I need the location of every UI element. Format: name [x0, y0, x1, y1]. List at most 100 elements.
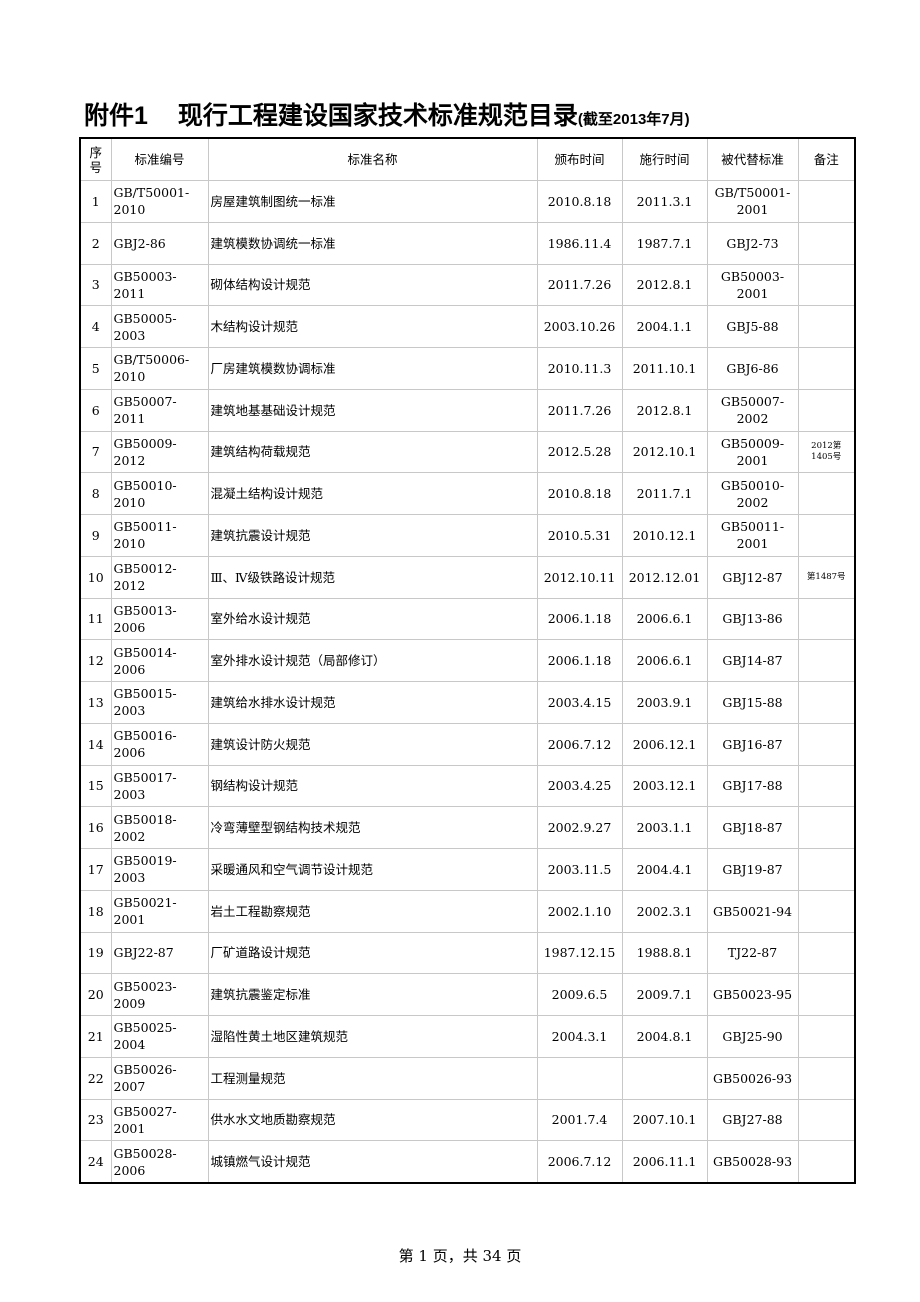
standard-name: 采暖通风和空气调节设计规范 [207, 848, 538, 891]
standard-code: GB50005-2003 [110, 305, 209, 348]
row-number: 8 [79, 472, 112, 515]
standard-code: GB50003-2011 [110, 263, 209, 307]
remark [797, 931, 856, 975]
standard-code: GB50023-2009 [110, 973, 209, 1016]
standard-code: GBJ2-86 [110, 221, 209, 265]
remark [797, 1140, 856, 1184]
issue-date: 2010.5.31 [536, 514, 623, 557]
issue-date: 2006.1.18 [536, 597, 623, 641]
column-header: 序号 [79, 137, 112, 181]
issue-date: 2010.8.18 [536, 180, 623, 223]
effective-date: 2004.8.1 [621, 1015, 708, 1058]
table-row: 5 GB/T50006-2010 厂房建筑模数协调标准 2010.11.3 2011.1… [79, 347, 856, 390]
remark [797, 1015, 856, 1058]
remark [797, 388, 856, 432]
standard-code: GB50019-2003 [110, 848, 209, 891]
standard-name: 厂房建筑模数协调标准 [207, 347, 538, 390]
replaced-standard: GB50021-94 [706, 889, 799, 933]
row-number: 13 [79, 681, 112, 724]
column-header: 备注 [797, 137, 856, 181]
replaced-standard: GBJ5-88 [706, 305, 799, 348]
replaced-standard: GB50003-2001 [706, 263, 799, 307]
effective-date: 2003.12.1 [621, 764, 708, 808]
remark [797, 1056, 856, 1100]
replaced-standard: GB50026-93 [706, 1056, 799, 1100]
effective-date: 1988.8.1 [621, 931, 708, 975]
page-footer: 第 1 页，共 34 页 [398, 1247, 522, 1265]
effective-date: 2009.7.1 [621, 973, 708, 1016]
replaced-standard: GBJ12-87 [706, 555, 799, 599]
remark [797, 263, 856, 307]
remark: 第1487号 [797, 555, 856, 599]
issue-date: 2003.4.15 [536, 681, 623, 724]
remark [797, 764, 856, 808]
standard-code: GB50009-2012 [110, 430, 209, 474]
remark [797, 681, 856, 724]
issue-date: 2002.1.10 [536, 889, 623, 933]
replaced-standard: GBJ19-87 [706, 848, 799, 891]
row-number: 10 [79, 555, 112, 599]
remark [797, 221, 856, 265]
issue-date: 2003.10.26 [536, 305, 623, 348]
standard-name: 建筑模数协调统一标准 [207, 221, 538, 265]
standard-code: GB50011-2010 [110, 514, 209, 557]
issue-date: 2010.8.18 [536, 472, 623, 515]
table-row: 22 GB50026-2007 工程测量规范 GB50026-93 [79, 1056, 856, 1100]
replaced-standard: GBJ6-86 [706, 347, 799, 390]
table-row: 7 GB50009-2012 建筑结构荷载规范 2012.5.28 2012.10.1 G… [79, 430, 856, 474]
table-row: 18 GB50021-2001 岩土工程勘察规范 2002.1.10 2002.3.1 G… [79, 889, 856, 933]
standard-code: GB50025-2004 [110, 1015, 209, 1058]
replaced-standard: GBJ14-87 [706, 639, 799, 682]
issue-date: 2006.7.12 [536, 722, 623, 766]
effective-date: 2006.6.1 [621, 597, 708, 641]
standards-table: 序号 标准编号 标准名称 颁布时间 施行时间 被代替标准 备注 1 GB/T50001-201… [79, 137, 856, 1184]
replaced-standard: GB50028-93 [706, 1140, 799, 1184]
table-header: 序号 标准编号 标准名称 颁布时间 施行时间 被代替标准 备注 [79, 137, 856, 181]
standard-code: GBJ22-87 [110, 931, 209, 975]
table-row: 2 GBJ2-86 建筑模数协调统一标准 1986.11.4 1987.7.1 GBJ2-… [79, 221, 856, 265]
row-number: 11 [79, 597, 112, 641]
table-row: 21 GB50025-2004 湿陷性黄土地区建筑规范 2004.3.1 2004.8.… [79, 1015, 856, 1058]
remark [797, 180, 856, 223]
issue-date: 2006.1.18 [536, 639, 623, 682]
effective-date: 2006.11.1 [621, 1140, 708, 1184]
issue-date: 2002.9.27 [536, 806, 623, 849]
replaced-standard: TJ22-87 [706, 931, 799, 975]
standard-name: 建筑结构荷载规范 [207, 430, 538, 474]
standard-code: GB50007-2011 [110, 388, 209, 432]
standard-code: GB50017-2003 [110, 764, 209, 808]
table-row: 19 GBJ22-87 厂矿道路设计规范 1987.12.15 1988.8.1 TJ22… [79, 931, 856, 975]
effective-date: 2006.6.1 [621, 639, 708, 682]
table-row: 23 GB50027-2001 供水水文地质勘察规范 2001.7.4 2007.10.… [79, 1098, 856, 1142]
standard-code: GB/T50001-2010 [110, 180, 209, 223]
row-number: 1 [79, 180, 112, 223]
table-row: 1 GB/T50001-2010 房屋建筑制图统一标准 2010.8.18 2011.3… [79, 180, 856, 223]
effective-date: 2004.4.1 [621, 848, 708, 891]
row-number: 15 [79, 764, 112, 808]
row-number: 20 [79, 973, 112, 1016]
row-number: 16 [79, 806, 112, 849]
row-number: 17 [79, 848, 112, 891]
remark: 2012第1405号 [797, 430, 856, 474]
standard-name: 房屋建筑制图统一标准 [207, 180, 538, 223]
standard-name: 建筑给水排水设计规范 [207, 681, 538, 724]
standard-code: GB50014-2006 [110, 639, 209, 682]
effective-date: 2011.7.1 [621, 472, 708, 515]
row-number: 7 [79, 430, 112, 474]
issue-date: 2006.7.12 [536, 1140, 623, 1184]
replaced-standard: GBJ17-88 [706, 764, 799, 808]
standard-name: 建筑抗震鉴定标准 [207, 973, 538, 1016]
row-number: 9 [79, 514, 112, 557]
table-row: 11 GB50013-2006 室外给水设计规范 2006.1.18 2006.6.1 G… [79, 597, 856, 641]
effective-date: 2012.8.1 [621, 388, 708, 432]
replaced-standard: GBJ18-87 [706, 806, 799, 849]
remark [797, 347, 856, 390]
table-row: 12 GB50014-2006 室外排水设计规范（局部修订） 2006.1.18 200… [79, 639, 856, 682]
effective-date: 2003.9.1 [621, 681, 708, 724]
effective-date: 1987.7.1 [621, 221, 708, 265]
title-suffix: (截至2013年7月) [577, 111, 690, 128]
standard-name: 木结构设计规范 [207, 305, 538, 348]
replaced-standard: GBJ16-87 [706, 722, 799, 766]
standard-name: 工程测量规范 [207, 1056, 538, 1100]
standard-code: GB50012-2012 [110, 555, 209, 599]
